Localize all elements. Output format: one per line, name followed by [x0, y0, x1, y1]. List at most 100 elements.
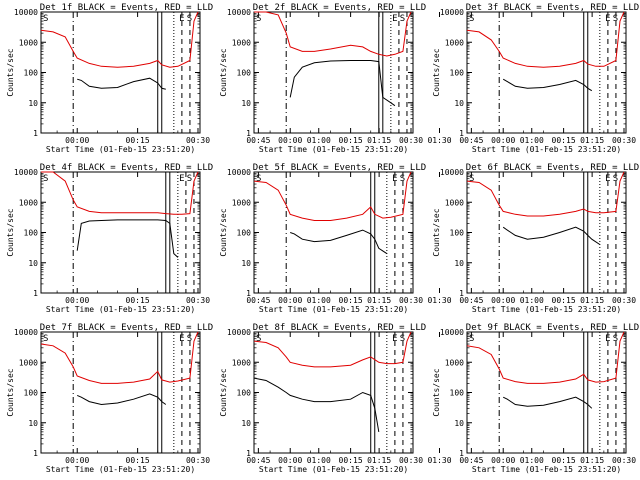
x-tick-label: 00:00 [65, 296, 89, 305]
y-axis-label: Counts/sec [6, 368, 15, 416]
x-axis-label: Start Time (01-Feb-15 23:51:20) [472, 145, 621, 154]
x-tick-label: 00:15 [339, 136, 363, 145]
start-mark: S [613, 334, 618, 344]
plot-frame [466, 331, 627, 454]
y-tick-label: 10000 [227, 8, 251, 17]
y-tick-label: 1 [33, 449, 38, 458]
y-tick-label: 10 [241, 99, 251, 108]
lld-series-line [254, 11, 412, 57]
events-series-line [253, 377, 380, 432]
y-tick-label: 1 [459, 449, 464, 458]
x-tick-label: 00:15 [126, 456, 150, 465]
x-axis-label: Start Time (01-Feb-15 23:51:20) [259, 465, 408, 474]
y-tick-label: 100 [450, 389, 465, 398]
x-tick-label: 01:00 [520, 296, 544, 305]
end-mark: E [605, 334, 610, 344]
start-mark: S [469, 334, 474, 344]
y-tick-label: 1 [33, 289, 38, 298]
chart-title: Det 2f BLACK = Events, RED = LLD [253, 3, 426, 13]
chart-panel: Det 7f BLACK = Events, RED = LLD 1 10 100 10… [6, 323, 452, 474]
y-tick-label: 10000 [440, 328, 464, 337]
y-tick-label: 10000 [14, 8, 38, 17]
start-mark: S [613, 14, 618, 24]
y-tick-label: 1 [459, 289, 464, 298]
start-mark: S [187, 334, 192, 344]
y-tick-label: 100 [237, 389, 252, 398]
y-axis-label: Counts/sec [219, 208, 228, 256]
y-axis-label: Counts/sec [219, 48, 228, 96]
chart-title: Det 3f BLACK = Events, RED = LLD [466, 3, 639, 13]
x-axis-label: Start Time (01-Feb-15 23:51:20) [472, 305, 621, 314]
y-tick-label: 1000 [445, 198, 464, 207]
x-tick-label: 00:00 [65, 456, 89, 465]
y-tick-label: 10000 [14, 168, 38, 177]
lld-series-line [466, 171, 625, 217]
x-tick-label: 00:45 [459, 136, 483, 145]
chart-title: Det 7f BLACK = Events, RED = LLD [40, 323, 213, 333]
x-tick-label: 00:30 [399, 296, 423, 305]
events-series-line [290, 229, 388, 255]
end-mark: E [605, 174, 610, 184]
plot-frame [40, 171, 201, 294]
y-tick-label: 10 [241, 419, 251, 428]
x-tick-label: 01:15 [580, 136, 604, 145]
start-mark: S [400, 14, 405, 24]
plot-frame [40, 331, 201, 454]
y-axis-label: Counts/sec [6, 208, 15, 256]
y-tick-label: 10000 [14, 328, 38, 337]
y-axis-label: Counts/sec [432, 208, 441, 256]
end-mark: E [392, 174, 397, 184]
y-tick-label: 10 [454, 99, 464, 108]
y-tick-label: 100 [24, 229, 39, 238]
x-tick-label: 00:15 [126, 296, 150, 305]
end-mark: E [392, 334, 397, 344]
x-tick-label: 01:15 [367, 136, 391, 145]
x-tick-label: 00:45 [459, 296, 483, 305]
x-axis-label: Start Time (01-Feb-15 23:51:20) [259, 145, 408, 154]
events-series-line [502, 396, 593, 409]
y-tick-label: 1 [459, 129, 464, 138]
chart-panel: Det 2f BLACK = Events, RED = LLD 1 10 100 10… [219, 3, 604, 154]
start-mark: S [400, 334, 405, 344]
x-tick-label: 01:30 [427, 136, 451, 145]
x-tick-label: 00:00 [491, 456, 515, 465]
x-tick-label: 00:15 [126, 136, 150, 145]
x-tick-label: 01:15 [367, 456, 391, 465]
x-tick-label: 00:30 [186, 456, 210, 465]
y-axis-label: Counts/sec [6, 48, 15, 96]
plot-frame [253, 331, 414, 454]
x-tick-label: 00:30 [186, 136, 210, 145]
x-tick-label: 00:00 [491, 136, 515, 145]
y-tick-label: 10000 [440, 168, 464, 177]
x-tick-label: 00:00 [65, 136, 89, 145]
y-axis-label: Counts/sec [432, 48, 441, 96]
y-tick-label: 10 [28, 419, 38, 428]
chart-panel: Det 4f BLACK = Events, RED = LLD 1 10 100 10… [6, 163, 452, 314]
plot-frame [40, 11, 201, 134]
y-tick-label: 100 [24, 389, 39, 398]
y-tick-label: 1000 [445, 358, 464, 367]
y-tick-label: 100 [450, 69, 465, 78]
y-tick-label: 10 [241, 259, 251, 268]
x-axis-label: Start Time (01-Feb-15 23:51:20) [259, 305, 408, 314]
y-tick-label: 100 [237, 69, 252, 78]
start-mark: S [187, 174, 192, 184]
y-tick-label: 1000 [445, 38, 464, 47]
chart-panel: Det 3f BLACK = Events, RED = LLD 1 10 100 10… [432, 3, 639, 154]
x-tick-label: 00:30 [399, 456, 423, 465]
lld-series-line [253, 171, 412, 221]
y-tick-label: 1000 [232, 38, 251, 47]
chart-title: Det 4f BLACK = Events, RED = LLD [40, 163, 213, 173]
events-series-line [502, 226, 601, 245]
x-tick-label: 00:00 [491, 296, 515, 305]
start-mark: S [187, 14, 192, 24]
x-tick-label: 01:30 [427, 296, 451, 305]
lld-series-line [253, 331, 412, 368]
y-tick-label: 1000 [232, 358, 251, 367]
chart-title: Det 9f BLACK = Events, RED = LLD [466, 323, 639, 333]
lld-series-line [40, 331, 199, 384]
x-tick-label: 00:45 [246, 136, 270, 145]
y-tick-label: 1000 [19, 358, 38, 367]
end-mark: E [179, 174, 184, 184]
